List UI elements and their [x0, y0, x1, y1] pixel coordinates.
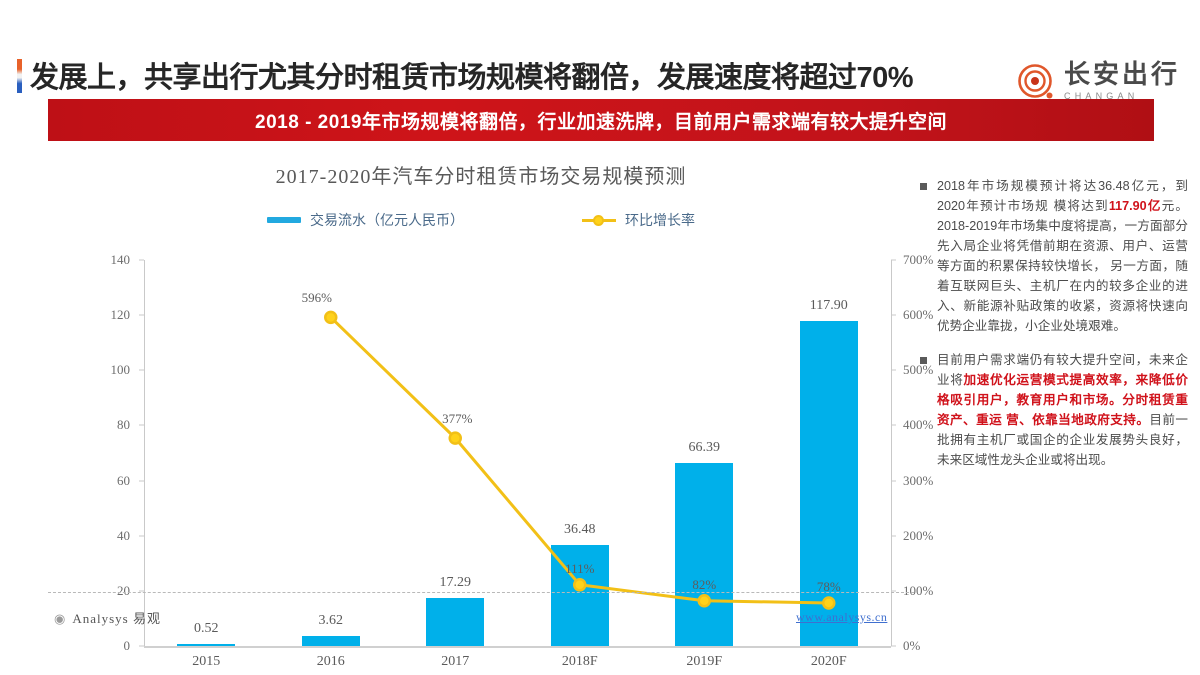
chart-line-value-label: 111%: [565, 560, 595, 576]
chart-bar: [799, 320, 858, 646]
commentary-panel: 2018年市场规模预计将达36.48亿元，到2020年预计市场规 模将达到117…: [920, 176, 1188, 484]
chart-legend: 交易流水（亿元人民币） 环比增长率: [48, 210, 914, 230]
x-axis-tick-label: 2019F: [686, 654, 723, 669]
y-axis-right-tick-label: 200%: [903, 527, 934, 543]
commentary-2-part1: 目前用户需求端仍有较大提升空间，未来企业将: [937, 353, 1188, 387]
y-axis-right-tick-label: 300%: [903, 472, 934, 488]
footer-website-link[interactable]: www.analysys.cn: [796, 610, 888, 624]
bullet-square-icon: [920, 183, 927, 190]
subtitle-banner-text: 2018 - 2019年市场规模将翻倍，行业加速洗牌，目前用户需求端有较大提升空…: [255, 111, 947, 133]
y-axis-right-tick-mark: [891, 590, 896, 592]
chart-line-point: [324, 310, 338, 325]
legend-bar-swatch-icon: [267, 217, 301, 223]
commentary-item-1: 2018年市场规模预计将达36.48亿元，到2020年预计市场规 模将达到117…: [920, 176, 1188, 336]
chart-bar: [426, 598, 485, 646]
legend-bar-label: 交易流水（亿元人民币）: [310, 214, 464, 229]
chart-bar: [301, 636, 360, 646]
commentary-1-highlight: 117.90亿: [1108, 199, 1162, 213]
y-axis-left-tick-mark: [139, 314, 144, 316]
commentary-2-highlight: 加速优化运营模式提高效率，来降低价格吸引用户，教育用户和市场。分时租赁重资产、重…: [937, 373, 1189, 427]
subtitle-banner: 2018 - 2019年市场规模将翻倍，行业加速洗牌，目前用户需求端有较大提升空…: [48, 99, 1154, 141]
x-axis-tick-label: 2015: [192, 654, 221, 669]
chart-bar-value-label: 66.39: [688, 439, 721, 455]
footer-brand-text: Analysys 易观: [72, 611, 161, 626]
chart-bar-value-label: 36.48: [564, 522, 596, 538]
chart-line-point: [448, 431, 462, 445]
chart-bar-value-label: 0.52: [194, 621, 219, 636]
chart-bar-value-label: 17.29: [439, 575, 472, 591]
page-title: 发展上，共享出行尤其分时租赁市场规模将翻倍，发展速度将超过70%: [30, 62, 914, 94]
legend-item-bar: 交易流水（亿元人民币）: [267, 210, 464, 230]
commentary-text-1: 2018年市场规模预计将达36.48亿元，到2020年预计市场规 模将达到117…: [937, 176, 1188, 336]
y-axis-left-tick-mark: [139, 424, 144, 426]
y-axis-left-tick-mark: [139, 369, 144, 371]
y-axis-right-tick-mark: [891, 424, 896, 426]
target-logo-icon: [1018, 64, 1053, 99]
y-axis-left-tick-mark: [139, 645, 144, 647]
y-axis-left: [144, 260, 145, 646]
y-axis-right-tick-mark: [891, 314, 896, 316]
y-axis-left-tick-mark: [139, 590, 144, 592]
chart-line-value-label: 82%: [692, 576, 717, 592]
commentary-text-2: 目前用户需求端仍有较大提升空间，未来企业将加速优化运营模式提高效率，来降低价格吸…: [937, 350, 1188, 470]
x-axis: [144, 646, 891, 648]
y-axis-left-tick-label: 100: [110, 362, 131, 378]
footer-divider: [48, 592, 914, 593]
y-axis-left-tick-label: 120: [110, 307, 131, 323]
y-axis-right-tick-mark: [891, 369, 896, 371]
y-axis-right-tick-mark: [891, 259, 896, 261]
y-axis-right-tick-mark: [891, 645, 896, 647]
legend-line-label: 环比增长率: [625, 214, 695, 229]
chart-title: 2017-2020年汽车分时租赁市场交易规模预测: [275, 166, 687, 188]
y-axis-left-tick-label: 60: [117, 472, 130, 488]
y-axis-right-tick-label: 0%: [903, 638, 921, 653]
y-axis-left-tick-label: 140: [110, 252, 131, 267]
y-axis-right-tick-label: 500%: [903, 362, 934, 378]
y-axis-right-tick-mark: [891, 480, 896, 482]
x-axis-tick-label: 2020F: [810, 654, 847, 669]
chart-panel: 2017-2020年汽车分时租赁市场交易规模预测 交易流水（亿元人民币） 环比增…: [48, 148, 933, 669]
y-axis-left-tick-label: 0: [123, 638, 131, 653]
y-axis-left-tick-mark: [139, 480, 144, 482]
commentary-item-2: 目前用户需求端仍有较大提升空间，未来企业将加速优化运营模式提高效率，来降低价格吸…: [920, 350, 1188, 470]
chart-bar-value-label: 3.62: [318, 613, 344, 629]
x-axis-tick-label: 2018F: [561, 654, 598, 669]
x-axis-tick-label: 2017: [441, 654, 470, 669]
y-axis-left-tick-label: 80: [117, 417, 130, 433]
footer-brand: ◉ Analysys 易观: [54, 608, 161, 627]
chart-line-value-label: 377%: [442, 411, 473, 427]
commentary-1-part1: 2018年市场规模预计将达36.48亿元，到2020年预计市场规 模将达到: [937, 179, 1188, 213]
y-axis-right-tick-label: 100%: [903, 582, 934, 598]
chart-bar: [675, 462, 734, 646]
brand-name-cn: 长安出行: [1064, 59, 1181, 89]
y-axis-right: [891, 260, 892, 646]
accent-bar-icon: [17, 59, 22, 93]
commentary-1-part2: 元。2018-2019年市场集中度将提高，一方面部分先入局企业将凭借前期在资源、…: [937, 199, 1189, 333]
y-axis-right-tick-label: 400%: [903, 417, 934, 433]
y-axis-left-tick-mark: [139, 259, 144, 261]
y-axis-right-tick-label: 600%: [903, 307, 934, 323]
copyright-icon: ◉: [54, 611, 67, 626]
commentary-2-part2: 目前一批拥有主机厂或国企的企业发展势头良好，未来区域性龙头企业或将出现。: [937, 413, 1189, 467]
y-axis-left-tick-label: 40: [117, 527, 130, 543]
y-axis-left-tick-label: 20: [117, 582, 130, 598]
legend-item-line: 环比增长率: [582, 210, 695, 230]
y-axis-right-tick-label: 700%: [903, 252, 934, 267]
y-axis-left-tick-mark: [139, 535, 144, 537]
chart-bar-value-label: 117.90: [809, 297, 848, 313]
y-axis-right-tick-mark: [891, 535, 896, 537]
slide-header: 发展上，共享出行尤其分时租赁市场规模将翻倍，发展速度将超过70% 长安出行 CH…: [0, 28, 1200, 113]
chart-bar: [177, 644, 236, 646]
chart-line-value-label: 78%: [816, 578, 841, 594]
chart-line-value-label: 596%: [301, 290, 332, 306]
bullet-square-icon: [920, 357, 927, 364]
x-axis-tick-label: 2016: [316, 654, 345, 669]
legend-line-swatch-icon: [582, 215, 616, 226]
